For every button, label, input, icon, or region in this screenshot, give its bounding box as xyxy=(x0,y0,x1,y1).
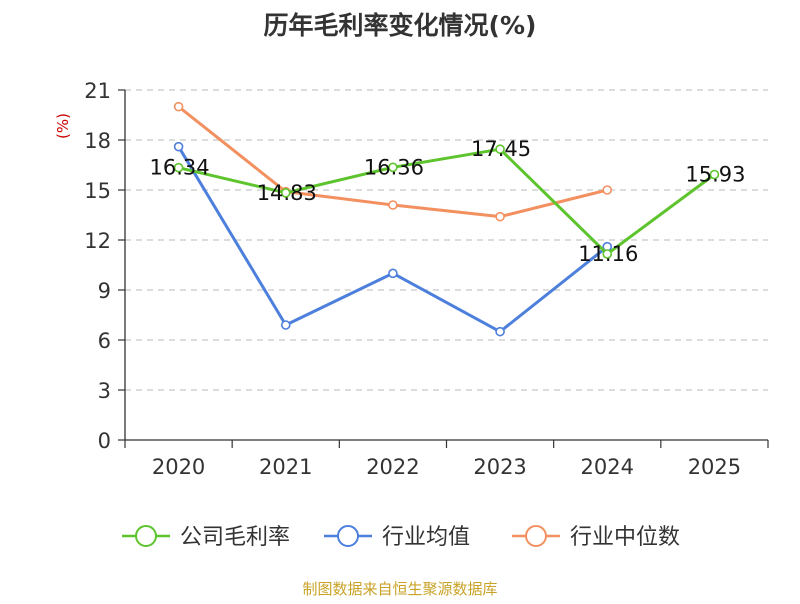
y-tick-label: 12 xyxy=(84,229,111,253)
y-tick-label: 9 xyxy=(98,279,111,303)
data-labels: 16.34 14.83 16.36 17.45 11.16 15.93 xyxy=(150,137,746,266)
data-point[interactable] xyxy=(602,185,613,195)
series-line-0 xyxy=(178,147,716,256)
x-tick-label: 2020 xyxy=(152,455,205,479)
y-tick-label: 0 xyxy=(98,429,111,453)
data-label: 11.16 xyxy=(578,242,638,266)
x-tick-label: 2024 xyxy=(581,455,634,479)
data-point[interactable] xyxy=(388,268,398,279)
axes: 0 3 6 9 12 15 18 21 2020 2021 2022 2023 2024 2025 xyxy=(84,79,769,479)
legend: 公司毛利率 行业均值 行业中位数 xyxy=(122,525,680,550)
series-lines xyxy=(173,101,720,337)
y-tick-label: 3 xyxy=(98,379,111,403)
data-point[interactable] xyxy=(388,162,398,173)
grid-lines xyxy=(125,89,768,391)
data-label: 17.45 xyxy=(471,137,531,161)
legend-label[interactable]: 公司毛利率 xyxy=(180,525,290,550)
data-point[interactable] xyxy=(388,200,398,210)
legend-marker xyxy=(135,525,157,547)
x-tick-label: 2021 xyxy=(259,455,312,479)
legend-marker xyxy=(525,525,547,547)
y-axis-label: (%) xyxy=(54,113,72,139)
data-point[interactable] xyxy=(280,188,291,198)
data-point[interactable] xyxy=(495,211,505,222)
data-label: 15.93 xyxy=(685,163,745,187)
source-caption: 制图数据来自恒生聚源数据库 xyxy=(302,580,497,598)
data-point[interactable] xyxy=(173,141,184,152)
chart-title: 历年毛利率变化情况(%) xyxy=(264,11,537,40)
x-tick-label: 2023 xyxy=(473,455,526,479)
y-tick-label: 6 xyxy=(98,329,111,353)
legend-marker xyxy=(337,525,359,547)
legend-label[interactable]: 行业中位数 xyxy=(570,525,680,550)
data-label: 14.83 xyxy=(257,181,317,205)
data-point[interactable] xyxy=(173,101,184,112)
y-tick-label: 15 xyxy=(84,179,111,203)
x-tick-label: 2025 xyxy=(688,455,741,479)
data-point[interactable] xyxy=(495,144,505,154)
x-tick-label: 2022 xyxy=(366,455,419,479)
data-point[interactable] xyxy=(280,320,291,330)
legend-label[interactable]: 行业均值 xyxy=(382,525,470,550)
data-point[interactable] xyxy=(709,169,720,180)
data-point[interactable] xyxy=(495,326,505,337)
y-tick-label: 18 xyxy=(84,129,111,153)
data-point[interactable] xyxy=(602,249,613,259)
data-label: 16.34 xyxy=(150,156,210,180)
data-point[interactable] xyxy=(173,162,184,173)
data-label: 16.36 xyxy=(364,155,424,179)
y-tick-label: 21 xyxy=(84,79,111,103)
